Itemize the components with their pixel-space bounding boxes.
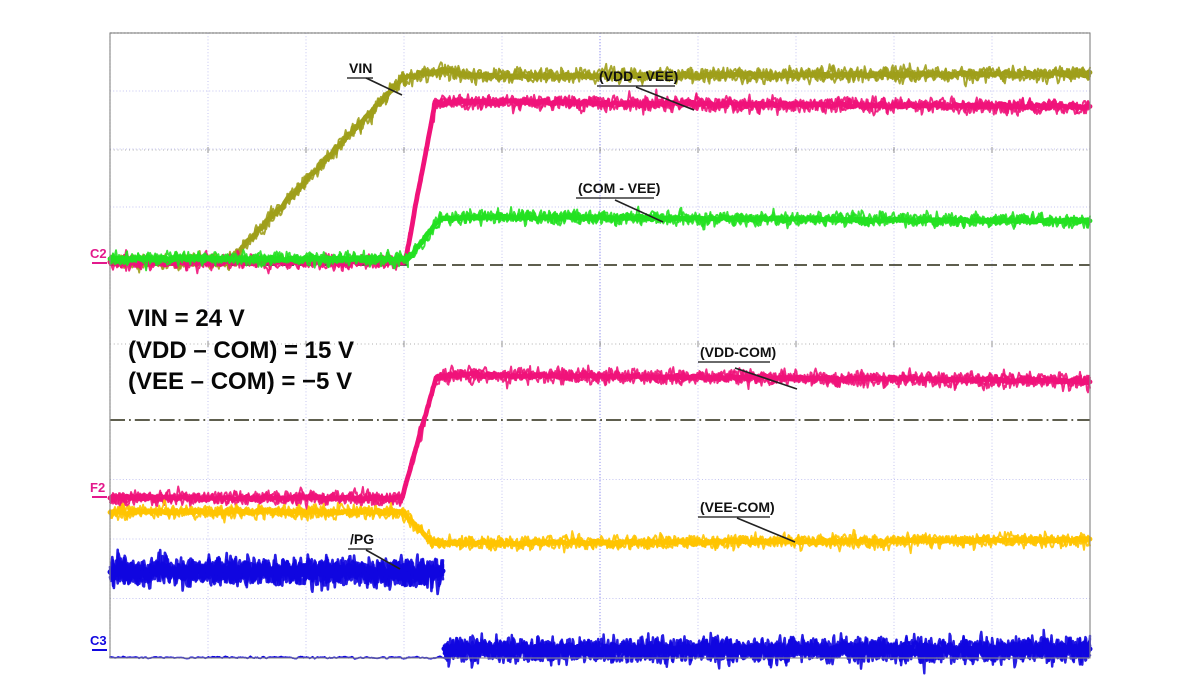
svg-text:C2: C2 [90, 246, 107, 261]
svg-text:(COM - VEE): (COM - VEE) [578, 180, 660, 196]
svg-text:/PG: /PG [350, 531, 374, 547]
svg-text:(VDD - VEE): (VDD - VEE) [599, 68, 678, 84]
svg-text:VIN: VIN [349, 60, 372, 76]
svg-text:(VEE-COM): (VEE-COM) [700, 499, 775, 515]
svg-text:(VDD – COM) = 15 V: (VDD – COM) = 15 V [128, 337, 354, 364]
svg-text:F2: F2 [90, 480, 105, 495]
svg-text:VIN = 24 V: VIN = 24 V [128, 305, 245, 332]
svg-text:C3: C3 [90, 633, 107, 648]
svg-text:(VEE – COM) = −5 V: (VEE – COM) = −5 V [128, 368, 352, 395]
svg-text:(VDD-COM): (VDD-COM) [700, 344, 776, 360]
